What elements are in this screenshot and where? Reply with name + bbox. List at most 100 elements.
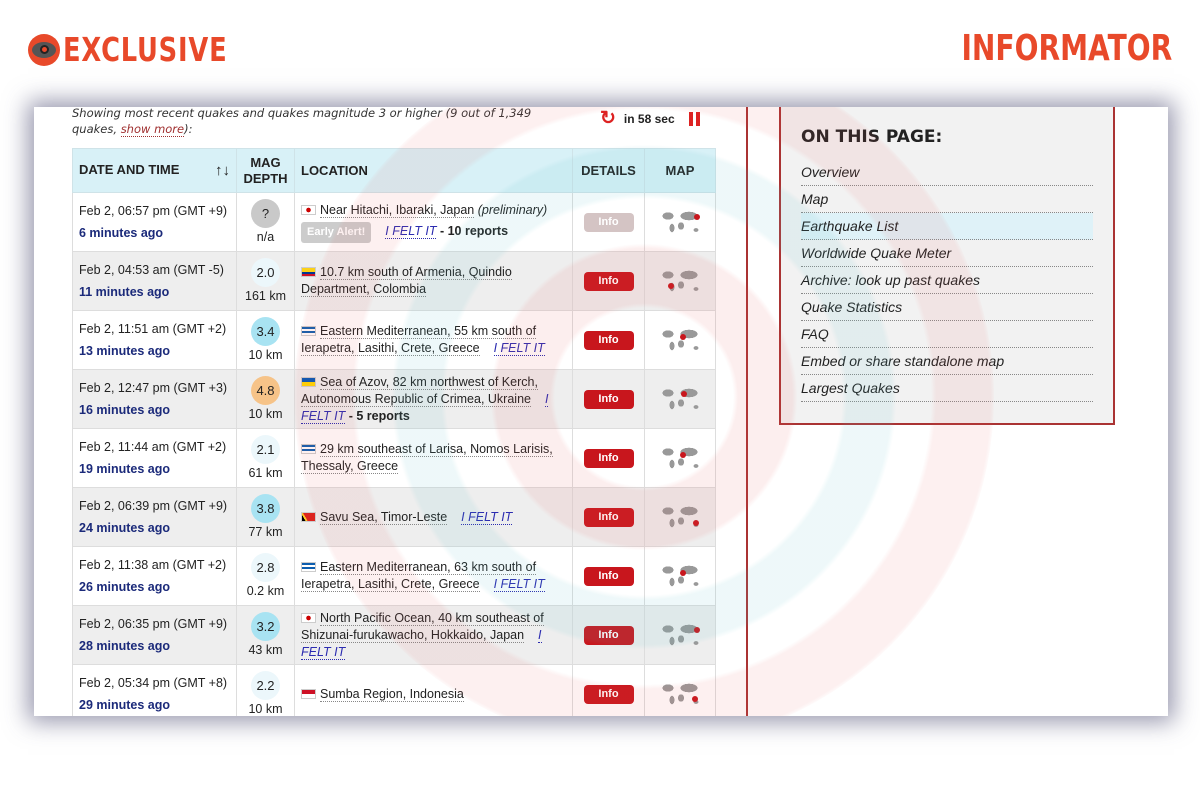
location-text[interactable]: Near Hitachi, Ibaraki, Japan [320,202,475,218]
location-dot [692,695,698,702]
location-dot [693,519,699,526]
location-text[interactable]: 29 km southeast of Larisa, Nomos Larisis… [301,442,553,474]
location-dot [680,569,686,576]
world-map-icon[interactable] [656,500,704,531]
table-row[interactable]: Feb 2, 06:57 pm (GMT +9) 6 minutes ago ? n… [72,192,716,252]
quake-date: Feb 2, 11:51 am (GMT +2) [79,322,227,336]
mag-cell: 2.0 161 km [236,251,295,311]
table-row[interactable]: Feb 2, 06:35 pm (GMT +9) 28 minutes ago 3… [72,605,716,665]
details-cell: Info [572,664,645,716]
quake-ago[interactable]: 6 minutes ago [79,226,164,240]
sidebar-link[interactable]: FAQ [801,321,1093,348]
header-details: DETAILS [572,148,645,193]
map-cell [644,487,716,547]
reports-count[interactable]: - 10 reports [436,223,509,238]
i-felt-it-link[interactable]: I FELT IT [461,509,513,525]
mag-cell: 2.2 10 km [236,664,295,716]
quake-ago[interactable]: 29 minutes ago [79,698,170,712]
magnitude-badge: 2.2 [251,670,280,700]
quake-ago[interactable]: 11 minutes ago [79,285,170,299]
info-button[interactable]: Info [583,448,634,468]
sidebar-link[interactable]: Earthquake List [801,213,1093,240]
refresh-countdown: in 58 sec [623,111,675,126]
quake-date: Feb 2, 11:44 am (GMT +2) [79,440,227,454]
magnitude-badge: 3.8 [251,493,280,523]
info-button[interactable]: Info [583,684,634,704]
header-date[interactable]: DATE AND TIME ↑↓ [72,148,237,193]
world-map-icon[interactable] [656,382,704,413]
i-felt-it-link[interactable]: I FELT IT [385,223,437,239]
quake-ago[interactable]: 28 minutes ago [79,639,170,653]
details-cell: Info [572,192,645,252]
world-map-icon[interactable] [656,264,704,295]
sidebar-link[interactable]: Map [801,186,1093,213]
quake-ago[interactable]: 24 minutes ago [79,521,170,535]
table-row[interactable]: Feb 2, 11:51 am (GMT +2) 13 minutes ago 3… [72,310,716,370]
info-button[interactable]: Info [583,212,634,232]
info-button[interactable]: Info [583,271,634,291]
table-row[interactable]: Feb 2, 11:38 am (GMT +2) 26 minutes ago 2… [72,546,716,606]
location-dot [681,390,687,397]
sidebar-link[interactable]: Embed or share standalone map [801,348,1093,375]
depth: 0.2 km [246,583,285,598]
table-row[interactable]: Feb 2, 12:47 pm (GMT +3) 16 minutes ago 4… [72,369,716,429]
i-felt-it-link[interactable]: I FELT IT [493,577,545,592]
location-text[interactable]: North Pacific Ocean, 40 km southeast of … [301,610,544,643]
info-button[interactable]: Info [583,566,634,586]
location-text[interactable]: 10.7 km south of Armenia, Quindio Depart… [301,265,512,297]
sidebar-link[interactable]: Largest Quakes [801,375,1093,402]
location-text[interactable]: Sea of Azov, 82 km northwest of Kerch, A… [301,374,538,407]
quake-ago[interactable]: 19 minutes ago [79,462,170,476]
info-button[interactable]: Info [583,330,634,350]
location-text[interactable]: Sumba Region, Indonesia [320,686,464,702]
refresh-icon[interactable]: ↻ [600,108,616,129]
world-map-icon[interactable] [656,618,704,649]
world-map-icon[interactable] [656,441,704,472]
quake-date: Feb 2, 11:38 am (GMT +2) [79,558,227,572]
details-cell: Info [572,605,645,665]
flag-icon [301,444,316,454]
quake-ago[interactable]: 16 minutes ago [79,403,170,417]
sidebar-title: ON THIS PAGE: [801,127,943,147]
table-row[interactable]: Feb 2, 05:34 pm (GMT +8) 29 minutes ago 2… [72,664,716,716]
info-button[interactable]: Info [583,507,634,527]
date-cell: Feb 2, 06:39 pm (GMT +9) 24 minutes ago [72,487,237,547]
location-cell: 29 km southeast of Larisa, Nomos Larisis… [294,428,573,488]
quake-ago[interactable]: 13 minutes ago [79,344,170,358]
world-map-icon[interactable] [656,205,704,236]
pause-icon[interactable] [688,111,700,126]
sidebar-link[interactable]: Quake Statistics [801,294,1093,321]
show-more-link[interactable]: show more [120,122,185,137]
quake-date: Feb 2, 12:47 pm (GMT +3) [79,381,228,395]
world-map-icon[interactable] [656,677,704,708]
earthquake-table: DATE AND TIME ↑↓ MAG DEPTH LOCATION DETAIL… [72,148,716,716]
i-felt-it-link[interactable]: I FELT IT [301,627,542,660]
reports-count[interactable]: - 5 reports [345,408,410,423]
depth: 161 km [245,288,286,303]
world-map-icon[interactable] [656,559,704,590]
info-button[interactable]: Info [583,625,634,645]
info-button[interactable]: Info [583,389,634,409]
sidebar-link[interactable]: Worldwide Quake Meter [801,240,1093,267]
table-row[interactable]: Feb 2, 11:44 am (GMT +2) 19 minutes ago 2… [72,428,716,488]
sidebar-link[interactable]: Overview [801,159,1093,186]
sort-icon[interactable]: ↑↓ [215,162,230,179]
i-felt-it-link[interactable]: I FELT IT [493,341,545,356]
location-text[interactable]: Savu Sea, Timor-Leste [320,509,448,525]
world-map-icon[interactable] [656,323,704,354]
flag-icon [301,204,316,215]
sidebar-link[interactable]: Archive: look up past quakes [801,267,1093,294]
table-row[interactable]: Feb 2, 04:53 am (GMT -5) 11 minutes ago 2… [72,251,716,311]
summary-tail: ): [184,122,193,136]
date-cell: Feb 2, 06:57 pm (GMT +9) 6 minutes ago [72,192,237,252]
location-text[interactable]: Eastern Mediterranean, 63 km south of Ie… [301,560,537,592]
details-cell: Info [572,428,645,488]
i-felt-it-link[interactable]: I FELT IT [301,391,549,424]
location-text[interactable]: Eastern Mediterranean, 55 km south of Ie… [301,324,537,356]
header-mag-label: MAG [250,154,281,170]
quake-ago[interactable]: 26 minutes ago [79,580,170,594]
date-cell: Feb 2, 05:34 pm (GMT +8) 29 minutes ago [72,664,237,716]
depth: 43 km [248,642,283,657]
table-row[interactable]: Feb 2, 06:39 pm (GMT +9) 24 minutes ago 3… [72,487,716,547]
header-mag: MAG DEPTH [236,148,295,193]
